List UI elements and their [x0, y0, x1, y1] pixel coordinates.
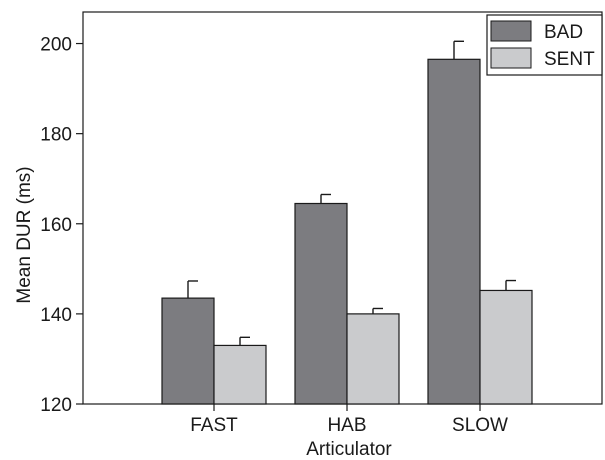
legend: BAD SENT [486, 14, 603, 76]
y-tick-label: 160 [40, 215, 72, 236]
x-tick-label: SLOW [452, 415, 508, 436]
y-tick-label: 180 [40, 125, 72, 146]
bar-bad-fast [161, 297, 215, 405]
legend-swatch-sent [490, 47, 532, 69]
legend-label-bad: BAD [544, 22, 583, 43]
legend-label-sent: SENT [544, 49, 595, 70]
legend-swatch-bad [490, 20, 532, 42]
y-axis: 120 140 160 180 200 [40, 35, 83, 416]
y-tick-label: 200 [40, 35, 72, 56]
bar-sent-hab [346, 313, 400, 405]
x-tick-label: HAB [327, 415, 366, 436]
bar-sent-fast [213, 344, 267, 405]
bar-bad-slow [427, 58, 481, 405]
x-axis: FAST HAB SLOW [190, 404, 508, 436]
y-tick-label: 140 [40, 305, 72, 326]
bar-bad-hab [294, 202, 348, 405]
y-axis-title: Mean DUR (ms) [14, 166, 35, 303]
x-axis-title: Articulator [306, 439, 392, 460]
bars [161, 58, 533, 405]
error-bars [187, 40, 516, 346]
y-tick-label: 120 [40, 395, 72, 416]
bar-sent-slow [479, 289, 533, 405]
x-tick-label: FAST [190, 415, 238, 436]
